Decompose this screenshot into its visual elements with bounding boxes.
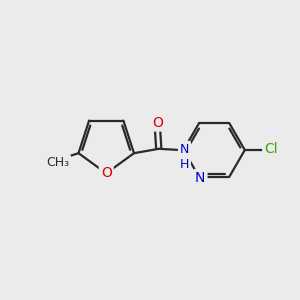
Text: CH₃: CH₃	[46, 157, 69, 169]
Text: N
H: N H	[180, 143, 189, 171]
Text: N: N	[195, 171, 206, 185]
Text: Cl: Cl	[264, 142, 278, 155]
Text: O: O	[101, 166, 112, 180]
Text: O: O	[152, 116, 163, 130]
